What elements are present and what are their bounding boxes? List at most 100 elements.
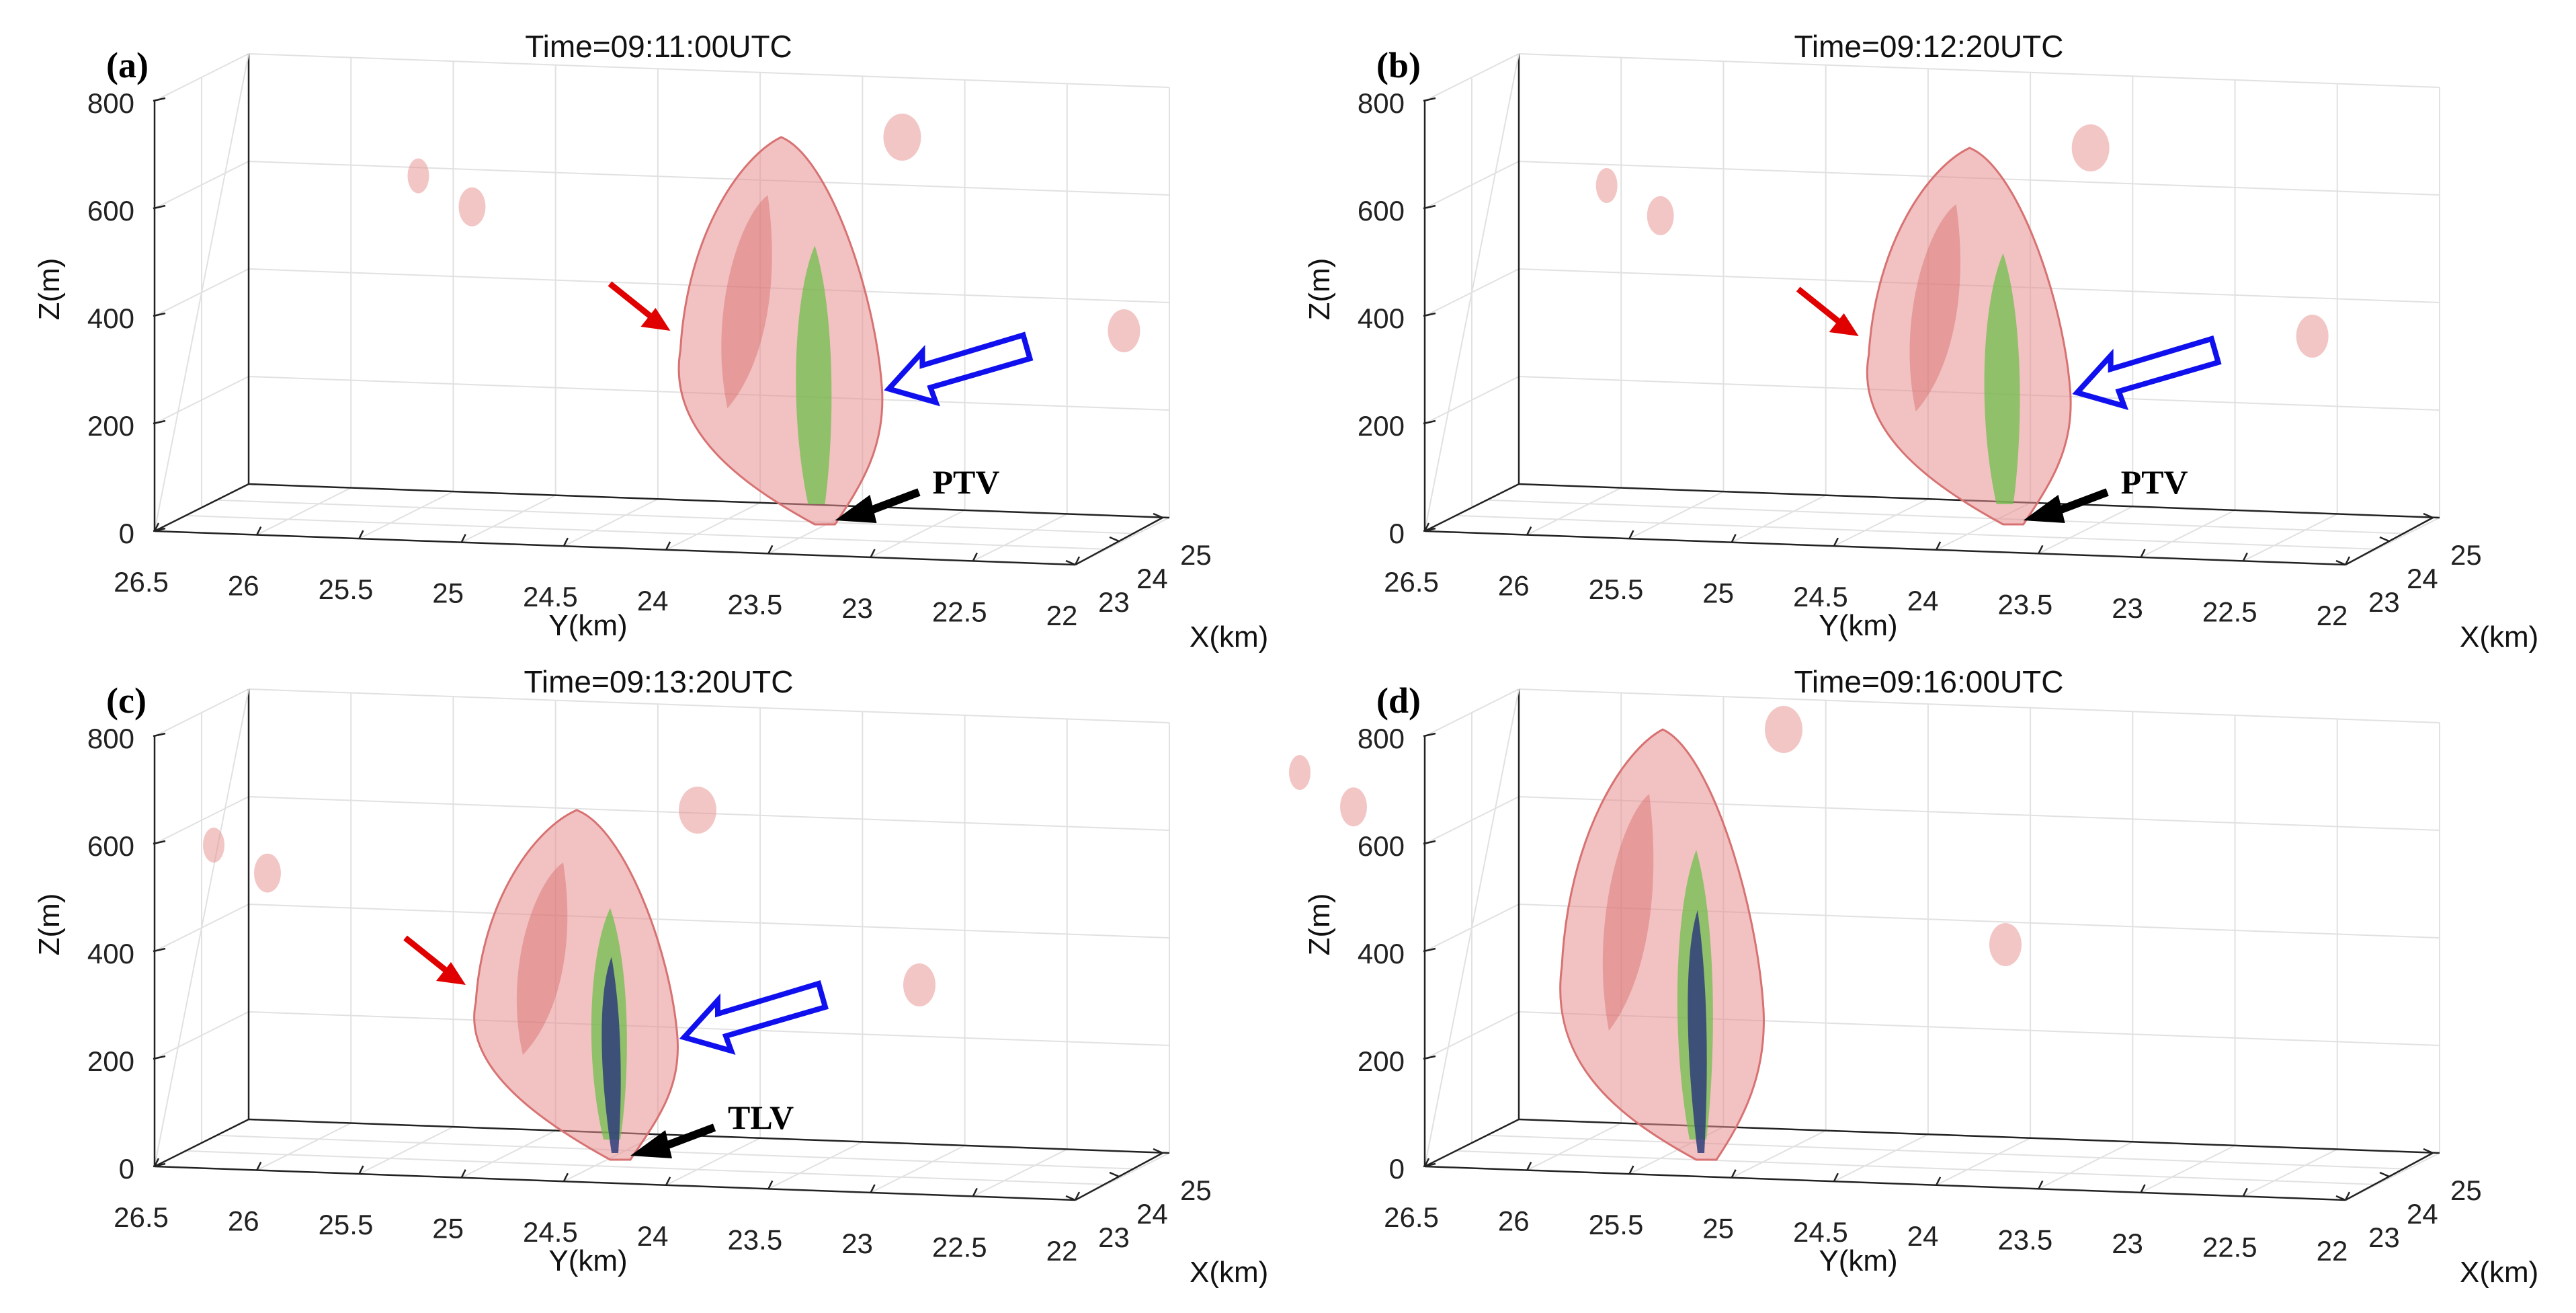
y-axis-line [1424,530,2346,566]
small-blob [883,114,921,161]
y-tick-label: 24.5 [523,581,578,612]
y-tick-label: 26 [1498,1205,1530,1237]
y-ticks: 26.5 26 25.5 25 24.5 24 23.5 23 22.5 22 Y(km) [1384,522,2351,642]
small-blob [458,187,486,227]
y-tick-label: 23 [2112,592,2143,624]
y-tick [972,552,978,562]
floor-left-edge [154,1118,249,1168]
floor-gridline [461,1129,556,1179]
y-axis-label: Y(km) [1819,609,1897,642]
outer-isosurface [473,809,679,1161]
annotations: TLV [403,935,829,1158]
floor-gridline [2141,1144,2236,1193]
z-tick [1423,732,1436,738]
y-tick [358,530,364,539]
floor-gridline [665,502,761,551]
y-axis-label: Y(km) [548,609,627,642]
y-tick [1526,526,1532,536]
floor-gridline [972,513,1068,562]
back-gridline-h [248,688,1170,723]
back-gridline-h [1518,53,2440,88]
y-ticks: 26.5 26 25.5 25 24.5 24 23.5 23 22.5 22 Y(km) [114,1158,1081,1277]
floor-gridline [870,1144,966,1193]
y-tick-label: 22 [2317,600,2348,631]
y-tick-label: 22 [1046,600,1078,631]
floor-gridline [1936,1137,2031,1186]
y-tick-label: 24.5 [1793,581,1848,612]
outer-isosurface [677,136,884,526]
floor-gridline [972,1148,1068,1197]
y-tick [1731,1169,1737,1179]
x-axis-label: X(km) [1190,621,1268,653]
x-tick-label: 24 [2407,563,2438,594]
floor-grid [1424,1119,2440,1201]
small-blob [2071,124,2110,171]
inner-isosurface-fold [1602,794,1654,1031]
mid-isosurface [1984,253,2020,504]
vortex-isosurfaces [203,787,936,1161]
z-tick-label: 800 [87,87,134,119]
y-tick-label: 25.5 [319,1209,374,1240]
y-tick-label: 22 [2317,1235,2348,1267]
annotations: PTV [608,281,1034,523]
blue-hollow-arrow [679,980,829,1055]
y-tick [2242,1187,2248,1197]
left-gridline-h [1424,1011,1520,1060]
x-tick [2379,1171,2390,1178]
back-gridline-h [248,161,1170,196]
x-tick-label: 25 [2450,1175,2482,1206]
small-blob [1108,309,1140,352]
x-tick [1065,559,1076,566]
y-tick [460,534,466,543]
floor-gridline [1628,491,1724,540]
floor-gridline [665,1137,761,1186]
panel-letter: (c) [106,680,147,721]
floor-gridline [1456,514,2377,550]
y-tick-label: 23 [841,1228,873,1259]
floor-gridline [870,509,966,558]
x-tick-label: 23 [1098,1222,1130,1253]
small-blob [1989,923,2022,966]
vortex-annotation-label: PTV [2121,463,2188,501]
y-tick-label: 26 [228,1205,259,1237]
y-tick-label: 26.5 [1384,1201,1439,1233]
y-axis-line [1424,1165,2346,1201]
z-tick-label: 400 [1358,938,1405,969]
floor-gridline [767,1141,863,1190]
left-gridline-h [154,1011,249,1060]
y-tick [2242,552,2248,562]
z-ticks: 0 200 400 600 800 Z(m) [33,87,166,549]
floor-gridline [1731,494,1827,543]
y-axis-label: Y(km) [1819,1244,1897,1277]
y-tick [665,1177,671,1186]
annotations: PTV [1796,286,2222,523]
vortex-isosurfaces [407,114,1140,526]
y-tick-label: 25.5 [319,573,374,605]
panel-title: Time=09:16:00UTC [1794,664,2064,699]
back-gridline-h [248,904,1170,939]
y-tick-label: 25 [1702,1213,1734,1244]
floor-gridline [1526,1122,1622,1171]
y-tick [153,522,160,532]
y-tick-label: 23 [2112,1228,2143,1259]
z-tick-label: 200 [87,410,134,442]
floor-gridline [1487,1134,2408,1170]
y-tick-label: 24 [1907,585,1939,616]
floor-gridline [1731,1129,1827,1179]
floor-back-edge [248,483,1170,519]
floor-gridline [461,494,556,543]
y-ticks: 26.5 26 25.5 25 24.5 24 23.5 23 22.5 22 Y(km) [1384,1158,2351,1277]
outer-isosurface [1559,728,1765,1161]
left-gridline-h [1424,688,1520,737]
small-blob [254,853,281,893]
floor-gridline [1487,499,2408,534]
x-tick [1065,1195,1076,1201]
y-tick [1833,1172,1839,1182]
small-blob [1647,196,1674,235]
z-guide [1424,53,1520,532]
back-wall-grid [248,688,1170,1154]
y-ticks: 26.5 26 25.5 25 24.5 24 23.5 23 22.5 22 Y(km) [114,522,1081,642]
